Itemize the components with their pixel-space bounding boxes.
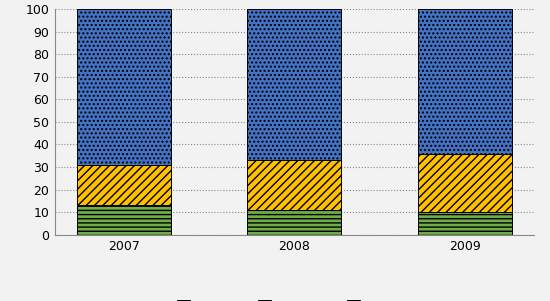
Bar: [418, 154, 512, 212]
Bar: [418, 212, 512, 235]
Bar: [418, 9, 512, 154]
Bar: [248, 210, 341, 235]
Bar: [248, 160, 341, 210]
Bar: [77, 205, 170, 235]
Bar: [77, 165, 170, 205]
Bar: [77, 9, 170, 165]
Bar: [248, 9, 341, 160]
Legend: Decrease, No change, Increase: Decrease, No change, Increase: [172, 296, 416, 301]
